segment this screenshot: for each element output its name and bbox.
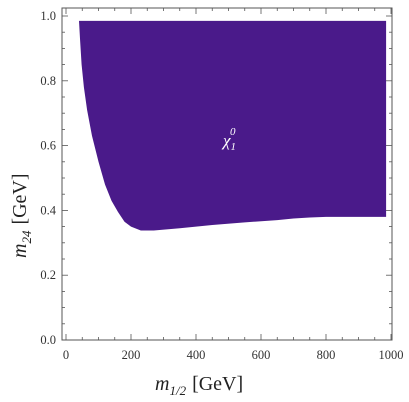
x-tick-label: 200 (122, 348, 141, 362)
y-tick-label: 0.8 (40, 74, 56, 88)
x-tick-label: 1000 (379, 348, 404, 362)
y-tick-label: 1.0 (40, 9, 56, 23)
plot-frame (61, 7, 393, 341)
y-tick-label: 0.2 (40, 268, 56, 282)
region-label: χ10 (221, 126, 236, 153)
x-tick-label: 400 (187, 348, 206, 362)
x-tick-label: 0 (63, 348, 69, 362)
x-tick-label: 800 (317, 348, 336, 362)
neutralino-region (79, 20, 387, 231)
y-axis-title: m24[GeV] (9, 173, 34, 258)
x-axis-title: m1/2 [GeV] (155, 373, 243, 398)
y-tick-label: 0.6 (40, 139, 56, 153)
y-tick-label: 0.4 (40, 203, 56, 217)
x-tick-label: 600 (252, 348, 271, 362)
y-tick-label: 0.0 (40, 333, 56, 347)
